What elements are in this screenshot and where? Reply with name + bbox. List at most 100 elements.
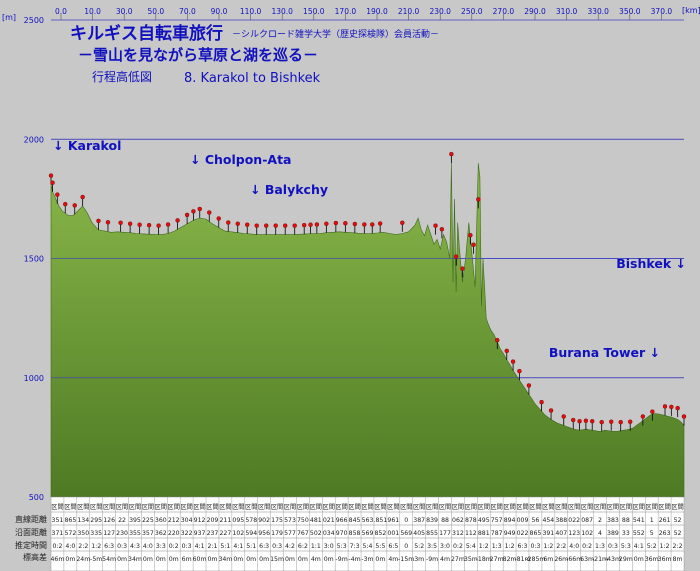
waypoint-pin-head bbox=[400, 220, 405, 225]
table-cell: 102 bbox=[581, 530, 593, 537]
waypoint-pin-head bbox=[433, 223, 438, 228]
waypoint-pin-head bbox=[504, 348, 509, 354]
waypoint-pin-head bbox=[245, 222, 250, 227]
table-cell: 区間 bbox=[516, 504, 528, 511]
annotation-balykchy: ↓ Balykchy bbox=[250, 182, 328, 197]
table-cell: -4m bbox=[348, 556, 360, 563]
table-cell: 区間 bbox=[193, 504, 205, 511]
table-cell: 454 bbox=[542, 517, 554, 524]
route-label: 8. Karakol to Bishkek bbox=[184, 71, 321, 86]
table-cell: 4:3 bbox=[130, 543, 140, 550]
table-cell: 1:2 bbox=[505, 543, 515, 550]
table-cell: 227 bbox=[219, 530, 231, 537]
annotation-burana-tower: Burana Tower ↓ bbox=[549, 345, 660, 360]
data-table-background bbox=[51, 497, 684, 571]
table-cell: 3:0 bbox=[440, 543, 450, 550]
table-cell: 351 bbox=[52, 517, 64, 524]
table-cell: 0:2 bbox=[169, 543, 179, 550]
table-cell: 区間 bbox=[258, 504, 270, 511]
table-cell: 009 bbox=[517, 517, 529, 524]
waypoint-pin-head bbox=[548, 408, 554, 413]
table-cell: 757 bbox=[491, 517, 503, 524]
waypoint-pin-head bbox=[292, 223, 297, 228]
table-cell: 102 bbox=[232, 530, 244, 537]
waypoint-pin-head bbox=[184, 212, 190, 218]
table-cell: 区間 bbox=[465, 504, 477, 511]
table-cell: 949 bbox=[504, 530, 516, 537]
table-cell: 123 bbox=[568, 530, 580, 537]
table-cell: 区間 bbox=[646, 504, 658, 511]
y-tick-label: 1500 bbox=[24, 255, 44, 264]
table-cell: 6:3 bbox=[518, 543, 528, 550]
waypoint-pin-head bbox=[197, 206, 202, 212]
table-cell: 237 bbox=[207, 530, 219, 537]
waypoint-pin-head bbox=[650, 409, 655, 414]
x-axis-ticks: 0.0 10.0 30.0 50.0 70.0 90.0 110.0 130.0 150.0 17… bbox=[55, 7, 672, 20]
x-tick-label: 250.0 bbox=[461, 7, 483, 16]
table-cell: 24m bbox=[76, 556, 90, 563]
table-cell: 0m bbox=[169, 556, 179, 563]
table-cell: 0:2 bbox=[582, 543, 592, 550]
waypoint-pin-head bbox=[583, 418, 589, 423]
table-cell: 021 bbox=[323, 517, 335, 524]
table-cell: 区間 bbox=[180, 504, 192, 511]
table-cell: 858 bbox=[349, 530, 361, 537]
table-cell: 881 bbox=[478, 530, 490, 537]
table-cell: 360 bbox=[155, 517, 167, 524]
table-cell: 区間 bbox=[297, 504, 309, 511]
table-cell: 855 bbox=[426, 530, 438, 537]
table-row-label: 推定時間 bbox=[15, 540, 47, 550]
table-cell: 26m bbox=[554, 556, 568, 563]
table-cell: 区間 bbox=[142, 504, 154, 511]
waypoint-pin-head bbox=[55, 192, 60, 197]
table-cell: 区間 bbox=[426, 504, 438, 511]
table-cell: 937 bbox=[194, 530, 206, 537]
x-tick-label: 270.0 bbox=[493, 7, 515, 16]
table-cell: 34m bbox=[218, 556, 232, 563]
table-cell: 956 bbox=[258, 530, 270, 537]
table-cell: 4:2 bbox=[285, 543, 295, 550]
table-cell: 1 bbox=[650, 517, 654, 524]
table-cell: 355 bbox=[129, 530, 141, 537]
table-cell: 46m bbox=[51, 556, 65, 563]
table-cell: 878 bbox=[465, 517, 477, 524]
table-cell: 0m bbox=[375, 556, 385, 563]
table-cell: 区間 bbox=[206, 504, 218, 511]
waypoint-pin-head bbox=[235, 221, 240, 226]
waypoint-pin-head bbox=[105, 220, 111, 225]
table-cell: 27m bbox=[451, 556, 465, 563]
table-row-label: 沿面距離 bbox=[15, 527, 47, 537]
table-cell: 0m bbox=[65, 556, 75, 563]
table-cell: 4:0 bbox=[65, 543, 75, 550]
table-cell: 569 bbox=[362, 530, 374, 537]
table-cell: 区間 bbox=[348, 504, 360, 511]
table-cell: -9m bbox=[426, 556, 438, 563]
table-cell: 区間 bbox=[323, 504, 335, 511]
table-cell: -43m bbox=[605, 556, 621, 563]
table-cell: 0m bbox=[156, 556, 166, 563]
waypoint-pin-head bbox=[48, 173, 54, 178]
waypoint-pin-head bbox=[333, 220, 339, 226]
table-cell: 1:2 bbox=[479, 543, 489, 550]
table-cell: 0:2 bbox=[453, 543, 463, 550]
table-cell: 211 bbox=[219, 517, 231, 524]
table-cell: 4:1 bbox=[634, 543, 644, 550]
table-cell: 407 bbox=[555, 530, 567, 537]
table-cell: 区間 bbox=[529, 504, 541, 511]
table-cell: 36m bbox=[645, 556, 659, 563]
table-cell: 29m bbox=[619, 556, 633, 563]
table-cell: 区間 bbox=[478, 504, 490, 511]
table-cell: 区間 bbox=[129, 504, 141, 511]
table-cell: 5:1 bbox=[220, 543, 230, 550]
table-cell: 4 bbox=[598, 530, 602, 537]
waypoint-pin-head bbox=[273, 223, 278, 228]
waypoint-pin-head bbox=[539, 399, 544, 405]
waypoint-pin-head bbox=[618, 419, 623, 425]
table-cell: 0m bbox=[298, 556, 308, 563]
waypoint-pin-head bbox=[137, 222, 142, 227]
x-tick-label: 210.0 bbox=[398, 7, 420, 16]
waypoint-pin-head bbox=[609, 419, 614, 424]
table-cell: 912 bbox=[194, 517, 206, 524]
x-tick-label: 110.0 bbox=[240, 7, 262, 16]
